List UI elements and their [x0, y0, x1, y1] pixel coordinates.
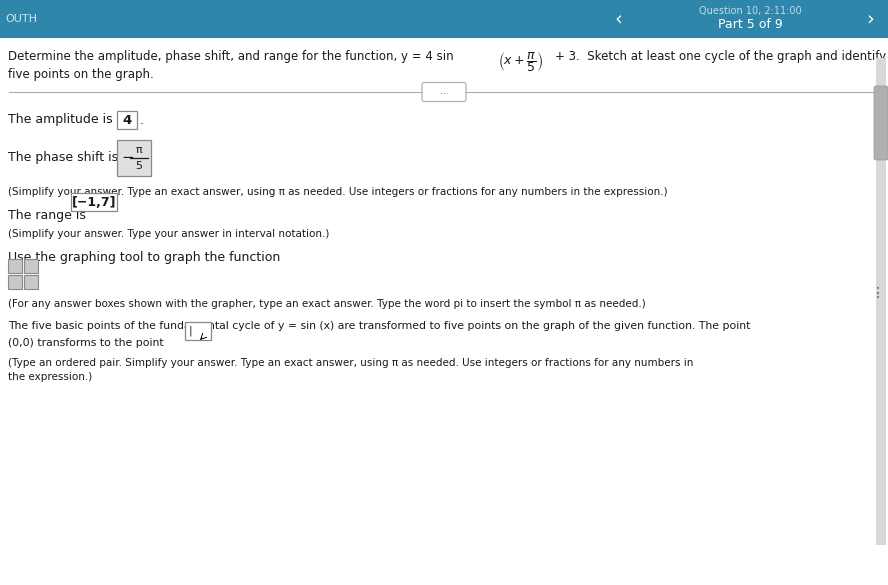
FancyBboxPatch shape: [0, 38, 888, 585]
Text: ›: ›: [866, 9, 874, 29]
Text: Part 5 of 9: Part 5 of 9: [718, 18, 782, 30]
FancyBboxPatch shape: [117, 111, 137, 129]
Text: OUTH: OUTH: [5, 14, 37, 24]
Text: Question 10, 2:11:00: Question 10, 2:11:00: [699, 6, 801, 16]
FancyBboxPatch shape: [71, 193, 117, 211]
Text: π: π: [136, 145, 142, 155]
Text: −: −: [121, 150, 134, 166]
Text: The five basic points of the fundamental cycle of y = sin (x) are transformed to: The five basic points of the fundamental…: [8, 321, 750, 331]
Text: (0,0) transforms to the point: (0,0) transforms to the point: [8, 338, 167, 348]
Text: .: .: [140, 113, 144, 126]
Text: The range is: The range is: [8, 209, 86, 222]
FancyBboxPatch shape: [24, 259, 38, 273]
Text: ‹: ‹: [614, 9, 622, 29]
Text: $\left(x+\dfrac{\pi}{5}\right)$: $\left(x+\dfrac{\pi}{5}\right)$: [498, 50, 543, 74]
FancyBboxPatch shape: [8, 259, 22, 273]
FancyBboxPatch shape: [876, 58, 886, 545]
Text: 4: 4: [123, 113, 131, 126]
FancyBboxPatch shape: [185, 322, 211, 340]
Text: (Simplify your answer. Type an exact answer, using π as needed. Use integers or : (Simplify your answer. Type an exact ans…: [8, 187, 668, 197]
Text: The amplitude is: The amplitude is: [8, 113, 113, 126]
Text: (Type an ordered pair. Simplify your answer. Type an exact answer, using π as ne: (Type an ordered pair. Simplify your ans…: [8, 358, 694, 368]
Text: The phase shift is: The phase shift is: [8, 152, 118, 164]
FancyBboxPatch shape: [8, 275, 22, 289]
Text: Use the graphing tool to graph the function: Use the graphing tool to graph the funct…: [8, 251, 281, 264]
FancyBboxPatch shape: [422, 82, 466, 102]
FancyBboxPatch shape: [874, 86, 888, 160]
Text: five points on the graph.: five points on the graph.: [8, 68, 154, 81]
Text: ⋮: ⋮: [871, 285, 885, 300]
Text: (For any answer boxes shown with the grapher, type an exact answer. Type the wor: (For any answer boxes shown with the gra…: [8, 299, 646, 309]
Text: |: |: [189, 326, 193, 336]
FancyBboxPatch shape: [117, 140, 151, 176]
Text: [−1,7]: [−1,7]: [72, 195, 116, 208]
Text: (Simplify your answer. Type your answer in interval notation.): (Simplify your answer. Type your answer …: [8, 229, 329, 239]
Text: the expression.): the expression.): [8, 372, 92, 382]
FancyBboxPatch shape: [24, 275, 38, 289]
FancyBboxPatch shape: [0, 0, 888, 38]
Text: + 3.  Sketch at least one cycle of the graph and identify: + 3. Sketch at least one cycle of the gr…: [555, 50, 886, 63]
Text: Determine the amplitude, phase shift, and range for the function, y = 4 sin: Determine the amplitude, phase shift, an…: [8, 50, 454, 63]
Text: ...: ...: [440, 88, 448, 97]
Text: 5: 5: [136, 161, 142, 171]
